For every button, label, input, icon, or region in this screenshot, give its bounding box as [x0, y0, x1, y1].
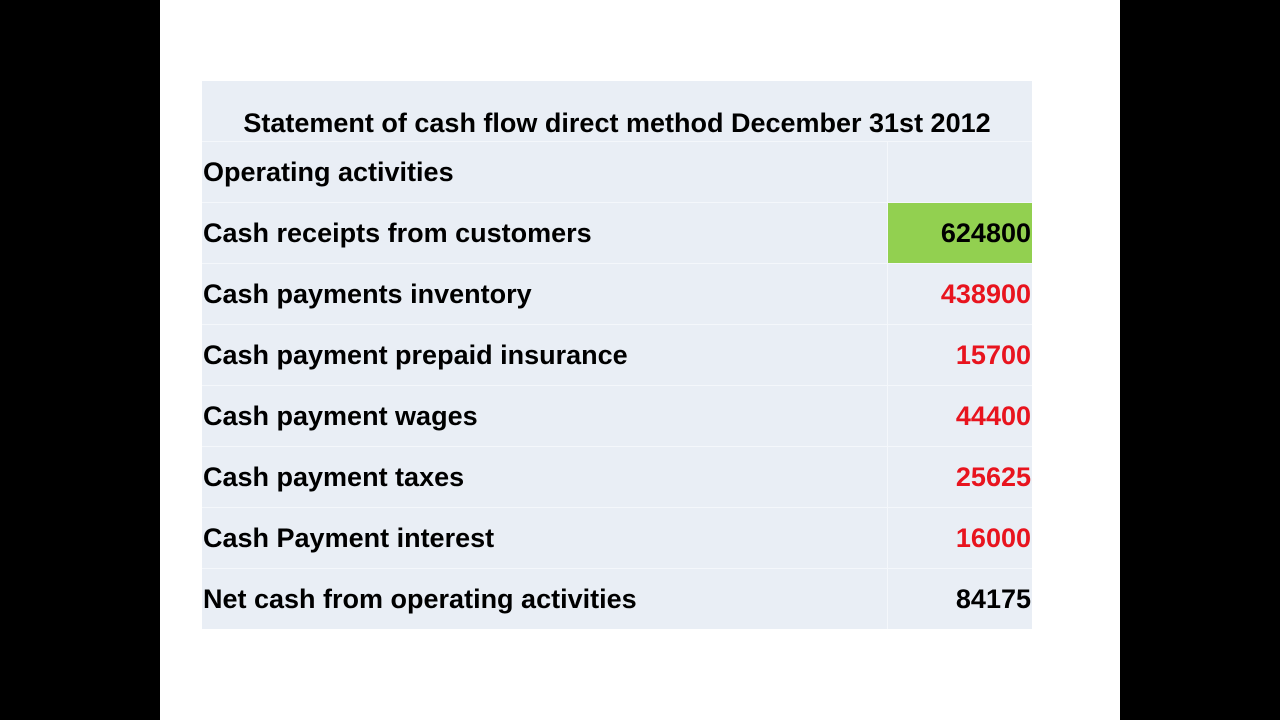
table-row-taxes: Cash payment taxes 25625 — [202, 447, 1032, 508]
row-label: Operating activities — [202, 142, 888, 202]
row-value: 16000 — [955, 522, 1031, 553]
row-label: Cash receipts from customers — [202, 203, 888, 263]
table-row-cash-receipts: Cash receipts from customers 624800 — [202, 203, 1032, 264]
table-row-operating-activities: Operating activities — [202, 142, 1032, 203]
row-value: 44400 — [955, 400, 1031, 431]
table-row-payments-inventory: Cash payments inventory 438900 — [202, 264, 1032, 325]
table-row-wages: Cash payment wages 44400 — [202, 386, 1032, 447]
row-value — [888, 142, 1032, 202]
row-value: 15700 — [955, 339, 1031, 370]
row-label: Cash Payment interest — [202, 508, 888, 568]
table-title: Statement of cash flow direct method Dec… — [202, 81, 1032, 142]
cash-flow-table: Statement of cash flow direct method Dec… — [202, 81, 1032, 629]
table-row-interest: Cash Payment interest 16000 — [202, 508, 1032, 569]
row-value: 624800 — [888, 203, 1032, 263]
table-row-net-cash: Net cash from operating activities 84175 — [202, 569, 1032, 629]
row-label: Cash payment taxes — [202, 447, 888, 507]
row-label: Cash payment prepaid insurance — [202, 325, 888, 385]
row-value: 84175 — [955, 583, 1031, 614]
row-label: Cash payments inventory — [202, 264, 888, 324]
row-label: Cash payment wages — [202, 386, 888, 446]
row-label: Net cash from operating activities — [202, 569, 888, 629]
table-row-prepaid-insurance: Cash payment prepaid insurance 15700 — [202, 325, 1032, 386]
row-value: 25625 — [955, 461, 1031, 492]
slide: Statement of cash flow direct method Dec… — [160, 0, 1120, 720]
row-value: 438900 — [940, 278, 1031, 309]
